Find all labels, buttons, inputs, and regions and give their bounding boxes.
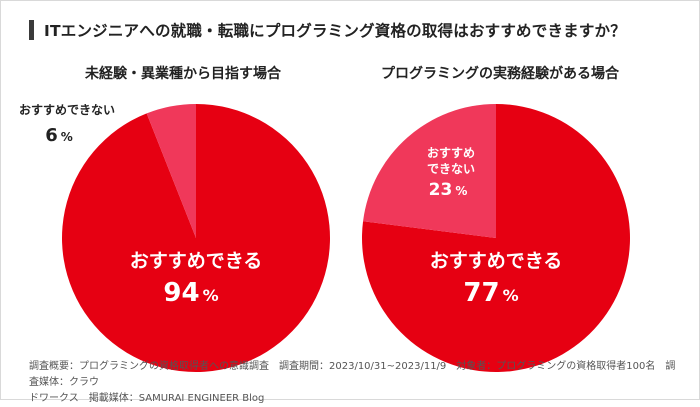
- pie-chart-2-title: プログラミングの実務経験がある場合: [381, 66, 619, 82]
- pie-2-label-not-recommend: おすすめ: [427, 146, 475, 160]
- pie-2-label-not-recommend: できない: [427, 162, 475, 176]
- footnote-line-2: ドワークス 掲載媒体：SAMURAI ENGINEER Blog: [29, 393, 265, 404]
- pie-1-slice-recommend: [61, 104, 330, 372]
- pie-2-label-recommend: おすすめできる: [430, 250, 563, 272]
- footnote-line-1: 調査概要：プログラミングの資格取得者への意識調査 調査期間：2023/10/31…: [29, 361, 676, 388]
- title-accent-bar: [29, 20, 34, 40]
- pie-2-slice-not-recommend: [363, 104, 496, 238]
- header: ITエンジニアへの就職・転職にプログラミング資格の取得はおすすめできますか？: [29, 19, 626, 41]
- survey-footnote: 調査概要：プログラミングの資格取得者への意識調査 調査期間：2023/10/31…: [29, 359, 679, 407]
- pie-chart-2: おすすめできる 77 % おすすめできない 23%: [362, 104, 631, 372]
- pie-1-slice-not-recommend: [146, 104, 196, 238]
- pie-2-value-recommend: 77%: [463, 278, 518, 308]
- pie-2-value-not-recommend: 23%: [429, 180, 468, 200]
- pie-2-slice-recommend: [362, 104, 631, 372]
- pie-1-label-not-recommend: おすすめできない: [19, 103, 115, 117]
- pie-1-label-recommend: おすすめできる: [130, 250, 263, 272]
- pie-chart-1-title: 未経験・異業種から目指す場合: [85, 66, 281, 82]
- page-title: ITエンジニアへの就職・転職にプログラミング資格の取得はおすすめできますか？: [44, 22, 626, 40]
- pie-chart-1: おすすめできる 94 % おすすめできない 6%: [19, 103, 330, 372]
- pie-1-value-not-recommend: 6%: [45, 125, 73, 146]
- pie-1-value-recommend: 94%: [163, 278, 218, 308]
